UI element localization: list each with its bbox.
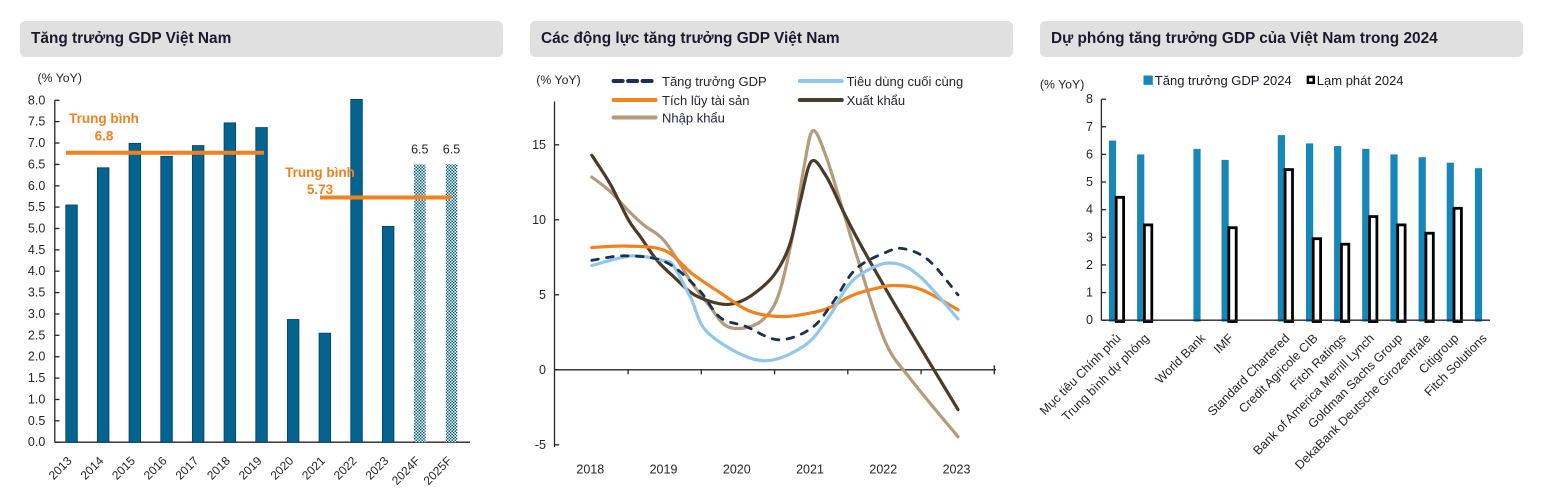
svg-text:2019: 2019 <box>236 453 265 482</box>
svg-text:2.0: 2.0 <box>28 350 45 364</box>
svg-text:2015: 2015 <box>109 453 138 482</box>
svg-text:15: 15 <box>532 138 546 152</box>
svg-text:7.0: 7.0 <box>28 136 45 150</box>
svg-text:Trung bình: Trung bình <box>69 111 139 126</box>
svg-text:World Bank: World Bank <box>1153 331 1209 387</box>
svg-text:8.0: 8.0 <box>28 93 45 107</box>
svg-text:2025F: 2025F <box>421 454 455 488</box>
svg-text:0.0: 0.0 <box>28 435 45 449</box>
svg-text:7.5: 7.5 <box>28 115 45 129</box>
svg-text:3.0: 3.0 <box>28 307 45 321</box>
svg-text:2.5: 2.5 <box>28 328 45 342</box>
svg-text:2017: 2017 <box>173 453 202 482</box>
svg-text:-5: -5 <box>535 438 546 452</box>
svg-text:6.5: 6.5 <box>28 157 45 171</box>
svg-text:0: 0 <box>539 363 546 377</box>
svg-text:(% YoY): (% YoY) <box>1040 78 1084 92</box>
svg-text:10: 10 <box>532 213 546 227</box>
svg-text:6.8: 6.8 <box>95 129 114 144</box>
svg-text:Tăng trưởng GDP 2024: Tăng trưởng GDP 2024 <box>1155 73 1292 88</box>
svg-text:1: 1 <box>1086 286 1093 300</box>
svg-text:Xuất khẩu: Xuất khẩu <box>847 93 906 108</box>
svg-text:6.5: 6.5 <box>443 143 460 157</box>
svg-text:2023: 2023 <box>943 463 971 477</box>
svg-text:Tiêu dùng cuối cùng: Tiêu dùng cuối cùng <box>847 74 964 89</box>
svg-text:3: 3 <box>1086 230 1093 244</box>
svg-text:7: 7 <box>1086 120 1093 134</box>
svg-text:2018: 2018 <box>576 463 604 477</box>
svg-text:3.5: 3.5 <box>28 286 45 300</box>
svg-text:2021: 2021 <box>796 463 824 477</box>
svg-text:Nhập khẩu: Nhập khẩu <box>662 111 725 126</box>
svg-text:6.0: 6.0 <box>28 179 45 193</box>
svg-text:IMF: IMF <box>1211 331 1236 356</box>
svg-text:2020: 2020 <box>268 453 297 482</box>
svg-text:2020: 2020 <box>723 463 751 477</box>
svg-text:2019: 2019 <box>650 463 678 477</box>
svg-text:Lạm phát 2024: Lạm phát 2024 <box>1317 73 1404 88</box>
svg-text:(% YoY): (% YoY) <box>536 73 580 87</box>
svg-text:5.73: 5.73 <box>307 182 334 197</box>
svg-text:2021: 2021 <box>299 453 328 482</box>
svg-text:4.5: 4.5 <box>28 243 45 257</box>
svg-text:1.5: 1.5 <box>28 371 45 385</box>
svg-text:5: 5 <box>1086 175 1093 189</box>
svg-text:2022: 2022 <box>869 463 897 477</box>
svg-text:1.0: 1.0 <box>28 393 45 407</box>
svg-text:4: 4 <box>1086 203 1093 217</box>
svg-text:2018: 2018 <box>204 453 233 482</box>
svg-text:6: 6 <box>1086 147 1093 161</box>
svg-text:2013: 2013 <box>46 453 75 482</box>
svg-text:5.0: 5.0 <box>28 222 45 236</box>
svg-text:5.5: 5.5 <box>28 200 45 214</box>
svg-text:Tăng trưởng GDP: Tăng trưởng GDP <box>662 74 767 89</box>
svg-text:8: 8 <box>1086 92 1093 106</box>
svg-text:2024F: 2024F <box>389 454 423 488</box>
svg-text:2: 2 <box>1086 258 1093 272</box>
svg-text:4.0: 4.0 <box>28 264 45 278</box>
svg-text:5: 5 <box>539 288 546 302</box>
svg-text:Trung bình: Trung bình <box>285 165 355 180</box>
svg-text:Tích lũy tài sản: Tích lũy tài sản <box>662 93 749 108</box>
svg-text:2023: 2023 <box>363 453 392 482</box>
svg-text:0.5: 0.5 <box>28 414 45 428</box>
svg-text:6.5: 6.5 <box>411 143 428 157</box>
svg-text:2016: 2016 <box>141 453 170 482</box>
svg-text:2014: 2014 <box>78 453 107 482</box>
svg-text:0: 0 <box>1086 313 1093 327</box>
svg-text:(% YoY): (% YoY) <box>38 71 82 85</box>
svg-text:2022: 2022 <box>331 453 360 482</box>
